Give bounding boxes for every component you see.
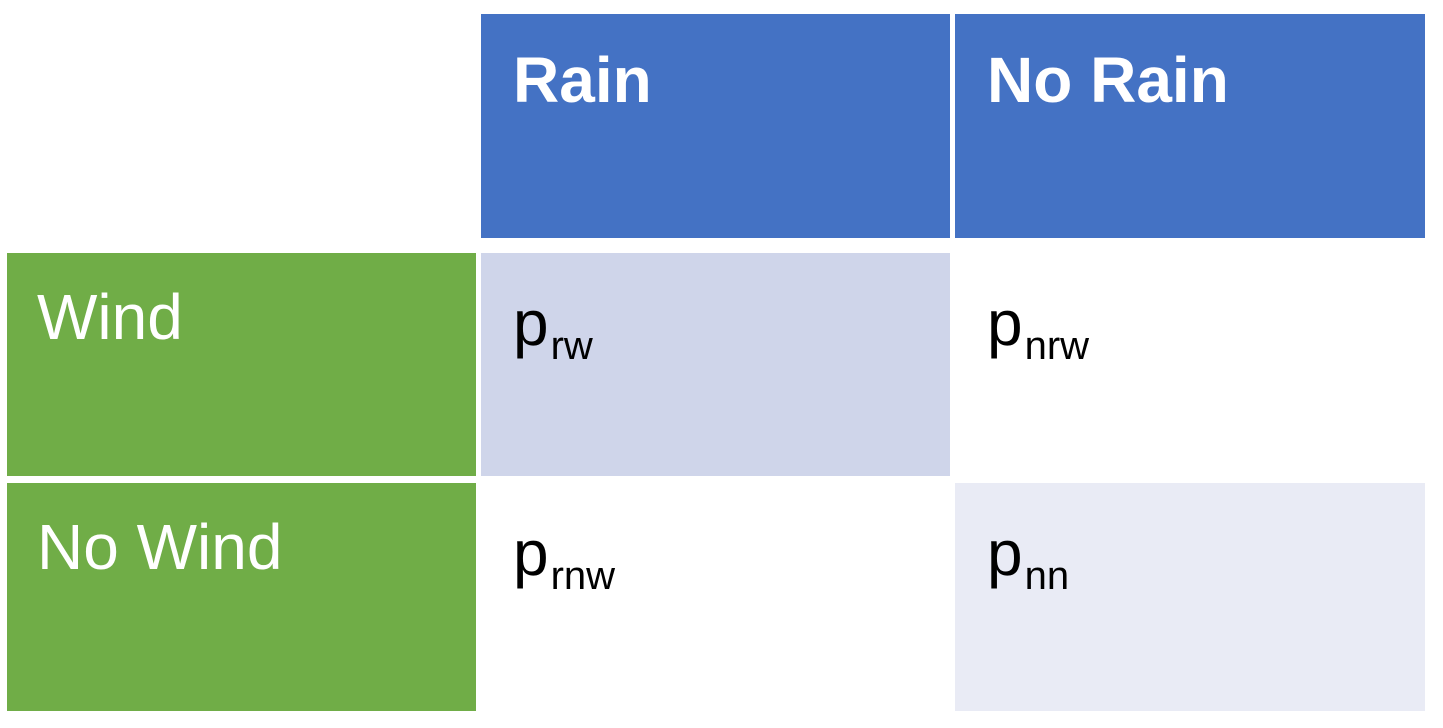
probability-subscript: nn [1024, 554, 1070, 598]
probability-subscript: rw [550, 324, 593, 368]
probability-symbol: p [987, 517, 1023, 589]
row-header-label: No Wind [37, 511, 283, 583]
column-header-label: Rain [513, 44, 652, 116]
row-header-no-wind: No Wind [7, 483, 476, 711]
probability-symbol: p [513, 287, 549, 359]
column-header-rain: Rain [481, 14, 950, 238]
column-header-label: No Rain [987, 44, 1229, 116]
cell-rain-no-wind: prnw [481, 483, 950, 711]
column-header-no-rain: No Rain [955, 14, 1425, 238]
row-header-label: Wind [37, 281, 183, 353]
probability-subscript: nrw [1024, 324, 1090, 368]
probability-symbol: p [987, 287, 1023, 359]
probability-symbol: p [513, 517, 549, 589]
cell-rain-wind: prw [481, 253, 950, 476]
cell-no-rain-no-wind: pnn [955, 483, 1425, 711]
cell-no-rain-wind: pnrw [955, 253, 1425, 476]
probability-subscript: rnw [550, 554, 616, 598]
row-header-wind: Wind [7, 253, 476, 476]
